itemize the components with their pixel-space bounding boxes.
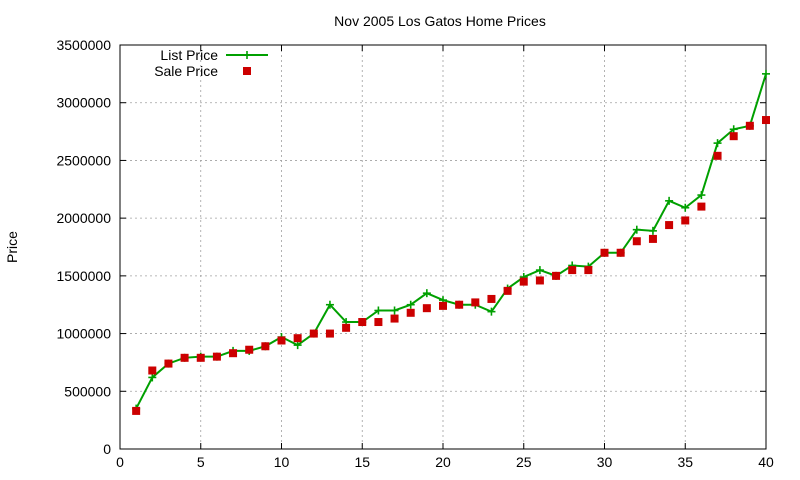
sale-price-point	[132, 406, 141, 415]
legend-label: List Price	[160, 47, 218, 63]
sale-price-point	[729, 132, 738, 141]
list-price-point	[681, 203, 690, 212]
sale-price-point	[196, 353, 205, 362]
grid	[120, 45, 766, 449]
sale-price-point	[697, 202, 706, 211]
list-price-point	[713, 139, 722, 148]
y-axis-label: Price	[4, 231, 20, 263]
list-price-point	[535, 266, 544, 275]
list-price-point	[487, 307, 496, 316]
sale-price-point	[503, 286, 512, 295]
sale-price-point	[164, 359, 173, 368]
list-price-point	[325, 300, 334, 309]
sale-price-point	[519, 277, 528, 286]
y-tick-label: 0	[103, 441, 111, 457]
x-tick-label: 40	[758, 454, 774, 470]
sale-price-point	[745, 121, 754, 130]
list-price-point	[729, 125, 738, 134]
y-tick-label: 500000	[64, 383, 111, 399]
list-price-point	[390, 306, 399, 315]
list-price-point	[697, 191, 706, 200]
sale-price-point	[245, 345, 254, 354]
y-tick-label: 2000000	[56, 210, 111, 226]
list-price-point	[422, 289, 431, 298]
series-sale-price	[132, 116, 770, 415]
y-tick-label: 1000000	[56, 326, 111, 342]
sale-price-point	[325, 329, 334, 338]
x-tick-label: 15	[354, 454, 370, 470]
list-price-line	[135, 73, 767, 410]
sale-price-point	[277, 336, 286, 345]
sale-price-point	[616, 248, 625, 257]
sale-price-point	[374, 318, 383, 327]
list-price-point	[762, 69, 770, 78]
sale-price-point	[439, 301, 447, 310]
sale-price-point	[422, 304, 431, 313]
x-tick-label: 30	[597, 454, 613, 470]
y-tick-label: 3500000	[56, 37, 111, 53]
sale-price-point	[342, 323, 351, 332]
sale-price-point	[455, 300, 464, 309]
sale-price-point	[762, 116, 770, 125]
sale-price-point	[487, 294, 496, 303]
sale-price-point	[584, 266, 593, 275]
sale-price-point	[535, 276, 544, 285]
sale-price-point	[648, 234, 657, 243]
list-price-point	[406, 300, 415, 309]
legend-label: Sale Price	[154, 63, 218, 79]
list-price-point	[148, 373, 157, 382]
sale-price-point	[148, 366, 157, 375]
sale-price-point	[229, 349, 238, 358]
list-price-point	[648, 226, 657, 235]
sale-price-point	[568, 266, 577, 275]
list-price-point	[632, 225, 641, 234]
sale-price-point	[180, 353, 189, 362]
sale-price-point	[552, 271, 561, 280]
legend-plus-swatch	[243, 51, 251, 59]
sale-price-point	[406, 308, 415, 317]
sale-price-point	[632, 237, 641, 246]
sale-price-point	[390, 314, 399, 323]
y-tick-label: 1500000	[56, 268, 111, 284]
axis-ticks: 0 5 10 15 20 25 30 35 40 0 500000 1000000 1500000 200…	[56, 37, 774, 470]
x-tick-label: 20	[435, 454, 451, 470]
x-tick-label: 0	[116, 454, 124, 470]
legend-item: List Price	[160, 47, 268, 63]
sale-price-point	[261, 342, 270, 351]
series	[132, 69, 770, 415]
sale-price-point	[681, 216, 690, 225]
sale-price-point	[309, 329, 318, 338]
sale-price-point	[713, 151, 722, 160]
sale-price-point	[471, 298, 480, 307]
series-list-price	[132, 69, 770, 413]
y-tick-label: 2500000	[56, 152, 111, 168]
sale-price-point	[293, 334, 302, 343]
sale-price-point	[665, 221, 674, 230]
x-tick-label: 35	[677, 454, 693, 470]
sale-price-point	[358, 318, 367, 327]
x-tick-label: 25	[516, 454, 532, 470]
x-tick-label: 5	[197, 454, 205, 470]
sale-price-point	[600, 248, 609, 257]
chart-title: Nov 2005 Los Gatos Home Prices	[334, 13, 546, 29]
legend-item: Sale Price	[154, 63, 251, 79]
sale-price-point	[212, 352, 221, 361]
list-price-point	[374, 306, 383, 315]
list-price-point	[665, 196, 674, 205]
y-tick-label: 3000000	[56, 95, 111, 111]
list-price-point	[293, 341, 302, 350]
legend-square-swatch	[243, 67, 251, 75]
x-tick-label: 10	[274, 454, 290, 470]
